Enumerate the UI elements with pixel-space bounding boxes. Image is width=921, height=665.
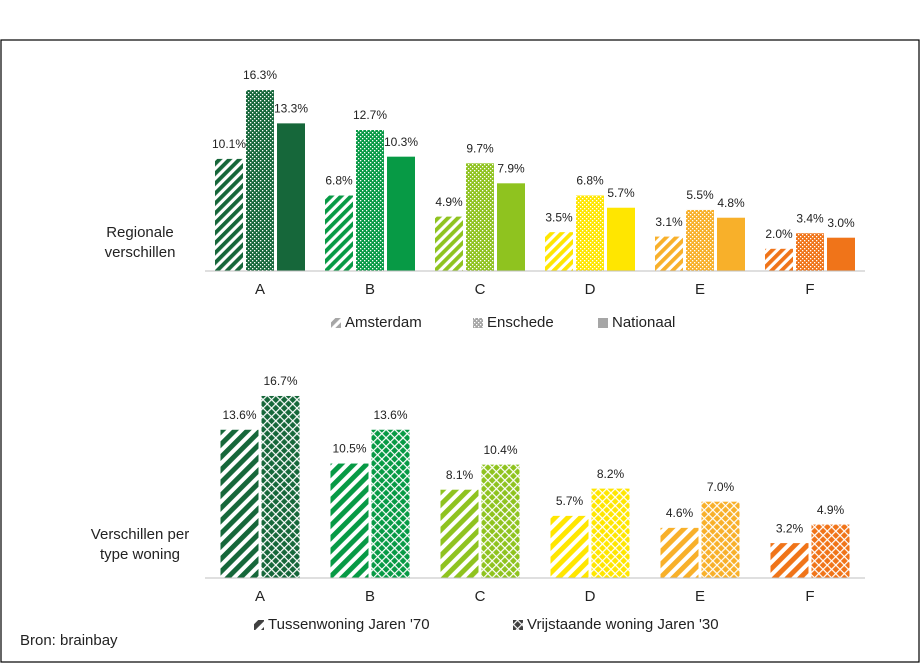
bar bbox=[607, 207, 635, 271]
value-label: 5.5% bbox=[686, 188, 714, 202]
bar bbox=[576, 195, 604, 271]
bar bbox=[770, 543, 809, 578]
value-label: 4.6% bbox=[666, 506, 694, 520]
bar bbox=[655, 236, 683, 271]
bar bbox=[440, 489, 479, 578]
value-label: 8.1% bbox=[446, 468, 474, 482]
value-label: 10.1% bbox=[212, 137, 246, 151]
value-label: 6.8% bbox=[576, 174, 604, 188]
bar bbox=[261, 395, 300, 578]
x-tick-label: F bbox=[805, 281, 814, 298]
bar bbox=[765, 248, 793, 271]
value-label: 16.7% bbox=[263, 374, 297, 388]
bar bbox=[497, 183, 525, 271]
legend-label: Vrijstaande woning Jaren '30 bbox=[527, 616, 719, 633]
value-label: 13.6% bbox=[222, 408, 256, 422]
bar bbox=[246, 90, 274, 271]
bar bbox=[466, 163, 494, 271]
legend-swatch bbox=[254, 620, 264, 630]
value-label: 6.8% bbox=[325, 174, 353, 188]
value-label: 9.7% bbox=[466, 142, 494, 156]
value-label: 5.7% bbox=[556, 494, 584, 508]
value-label: 7.0% bbox=[707, 480, 735, 494]
value-label: 4.9% bbox=[435, 195, 463, 209]
legend-swatch bbox=[331, 318, 341, 328]
value-label: 13.6% bbox=[373, 408, 407, 422]
bar bbox=[591, 488, 630, 578]
bar bbox=[215, 158, 243, 271]
bar bbox=[330, 463, 369, 578]
value-label: 3.1% bbox=[655, 215, 683, 229]
bar bbox=[545, 232, 573, 271]
value-label: 16.3% bbox=[243, 68, 277, 82]
x-tick-label: D bbox=[585, 588, 596, 605]
value-label: 4.8% bbox=[717, 196, 745, 210]
bar bbox=[701, 501, 740, 578]
side-label: verschillen bbox=[105, 244, 176, 261]
bar bbox=[387, 156, 415, 271]
bar bbox=[356, 130, 384, 271]
x-tick-label: C bbox=[475, 588, 486, 605]
x-tick-label: D bbox=[585, 281, 596, 298]
legend-swatch bbox=[473, 318, 483, 328]
value-label: 12.7% bbox=[353, 108, 387, 122]
bar bbox=[796, 233, 824, 271]
x-tick-label: F bbox=[805, 588, 814, 605]
legend-label: Enschede bbox=[487, 314, 554, 331]
x-tick-label: A bbox=[255, 588, 265, 605]
bar bbox=[550, 515, 589, 578]
side-label: Verschillen per bbox=[91, 526, 189, 543]
side-label: type woning bbox=[100, 546, 180, 563]
source: Bron: brainbay bbox=[20, 632, 118, 649]
bar bbox=[481, 464, 520, 578]
bar bbox=[435, 216, 463, 271]
side-label: Regionale bbox=[106, 224, 174, 241]
legend-swatch bbox=[598, 318, 608, 328]
value-label: 10.4% bbox=[483, 443, 517, 457]
value-label: 7.9% bbox=[497, 161, 525, 175]
value-label: 3.0% bbox=[827, 216, 855, 230]
x-tick-label: A bbox=[255, 281, 265, 298]
value-label: 3.2% bbox=[776, 521, 804, 535]
x-tick-label: B bbox=[365, 281, 375, 298]
x-tick-label: E bbox=[695, 588, 705, 605]
value-label: 10.5% bbox=[332, 442, 366, 456]
value-label: 2.0% bbox=[765, 227, 793, 241]
bar bbox=[277, 123, 305, 272]
legend-swatch bbox=[513, 620, 523, 630]
legend-label: Nationaal bbox=[612, 314, 675, 331]
value-label: 3.4% bbox=[796, 211, 824, 225]
x-tick-label: B bbox=[365, 588, 375, 605]
value-label: 4.9% bbox=[817, 503, 845, 517]
value-label: 5.7% bbox=[607, 186, 635, 200]
x-tick-label: C bbox=[475, 281, 486, 298]
bar bbox=[660, 527, 699, 578]
bar bbox=[371, 429, 410, 578]
value-label: 13.3% bbox=[274, 102, 308, 116]
bar bbox=[717, 217, 745, 271]
bar bbox=[686, 209, 714, 271]
value-label: 3.5% bbox=[545, 210, 573, 224]
bar bbox=[827, 237, 855, 271]
legend-label: Tussenwoning Jaren '70 bbox=[268, 616, 430, 633]
x-tick-label: E bbox=[695, 281, 705, 298]
legend-label: Amsterdam bbox=[345, 314, 422, 331]
bar bbox=[220, 429, 259, 578]
value-label: 8.2% bbox=[597, 467, 625, 481]
value-label: 10.3% bbox=[384, 135, 418, 149]
bar bbox=[325, 195, 353, 271]
bar bbox=[811, 524, 850, 578]
